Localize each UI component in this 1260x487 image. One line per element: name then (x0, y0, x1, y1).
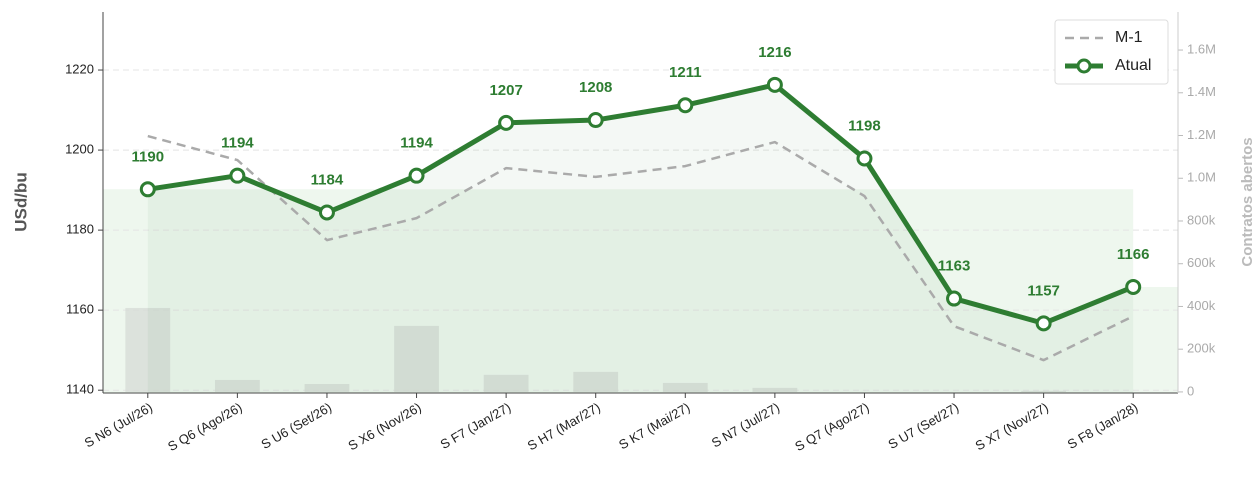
value-label: 1157 (1027, 282, 1060, 299)
point (1035, 315, 1052, 332)
x-tick-label: S X6 (Nov/26) (346, 400, 424, 454)
y2-axis-label: Contratos abertos (1239, 137, 1256, 266)
value-label: 1207 (489, 82, 522, 99)
line-1 (147, 82, 1135, 326)
value-label: 1211 (669, 64, 702, 81)
x-tick-label: S F8 (Jan/28) (1065, 400, 1141, 452)
x-tick-label: S N6 (Jul/26) (82, 400, 155, 451)
oi-bar (573, 371, 619, 392)
y2-tick-label: 400k (1187, 298, 1216, 313)
y2-tick-label: 1.4M (1187, 84, 1216, 99)
y2-tick-label: 1.0M (1187, 170, 1216, 185)
y-tick-label: 1160 (66, 302, 94, 317)
legend-label: Atual (1115, 57, 1151, 74)
point (856, 150, 873, 167)
legend-box (1054, 19, 1169, 85)
oi-bar (483, 374, 529, 392)
y2-tick-label: 1.6M (1187, 41, 1216, 56)
point (1125, 278, 1142, 295)
x-tick-label: S F7 (Jan/27) (438, 400, 514, 452)
x-tick-label: S H7 (Mar/27) (525, 400, 603, 454)
y-tick-label: 1180 (66, 222, 94, 237)
x-tick-label: S N7 (Jul/27) (709, 400, 782, 451)
oi-bar (752, 387, 798, 392)
value-label: 1198 (848, 117, 881, 134)
point (498, 114, 515, 131)
value-label: 1184 (311, 171, 344, 188)
legend-label: M-1 (1115, 29, 1143, 46)
value-label: 1194 (400, 135, 433, 152)
x-tick-label: S Q6 (Ago/26) (165, 400, 244, 455)
point (677, 97, 694, 114)
x-tick-label: S X7 (Nov/27) (973, 400, 1051, 454)
x-tick-label: S U6 (Set/26) (258, 400, 334, 452)
y2-tick-label: 1.2M (1187, 127, 1216, 142)
point (318, 204, 335, 221)
value-label: 1208 (579, 79, 612, 96)
area (147, 84, 1134, 394)
point (946, 290, 963, 307)
y-tick-label: 1200 (65, 142, 94, 157)
value-label: 1216 (758, 44, 791, 61)
y2-tick-label: 800k (1187, 212, 1216, 227)
legend-marker (1076, 58, 1092, 74)
level-shade (103, 189, 1178, 393)
oi-bar (304, 384, 350, 392)
value-label: 1166 (1117, 246, 1150, 263)
value-label: 1194 (221, 135, 254, 152)
line-0 (147, 134, 1134, 362)
y2-tick-label: 600k (1187, 255, 1216, 270)
x-tick-label: S K7 (Mai/27) (616, 400, 692, 453)
point (229, 167, 246, 184)
y2-tick-label: 0 (1187, 383, 1194, 398)
x-tick-label: S Q7 (Ago/27) (792, 400, 871, 455)
oi-bar (214, 379, 260, 392)
point (766, 76, 783, 93)
oi-bar (1021, 390, 1067, 392)
point (139, 181, 156, 198)
y-tick-label: 1140 (66, 382, 94, 397)
point (408, 167, 425, 184)
value-label: 1163 (938, 258, 971, 275)
y2-tick-label: 200k (1187, 341, 1216, 356)
oi-bar (662, 382, 708, 392)
y-tick-label: 1220 (65, 61, 94, 76)
x-tick-label: S U7 (Set/27) (886, 400, 962, 452)
y-axis-label: USd/bu (11, 172, 30, 232)
oi-bar (394, 325, 439, 392)
value-label: 1190 (132, 148, 165, 165)
oi-bar (125, 307, 171, 392)
point (587, 112, 604, 129)
